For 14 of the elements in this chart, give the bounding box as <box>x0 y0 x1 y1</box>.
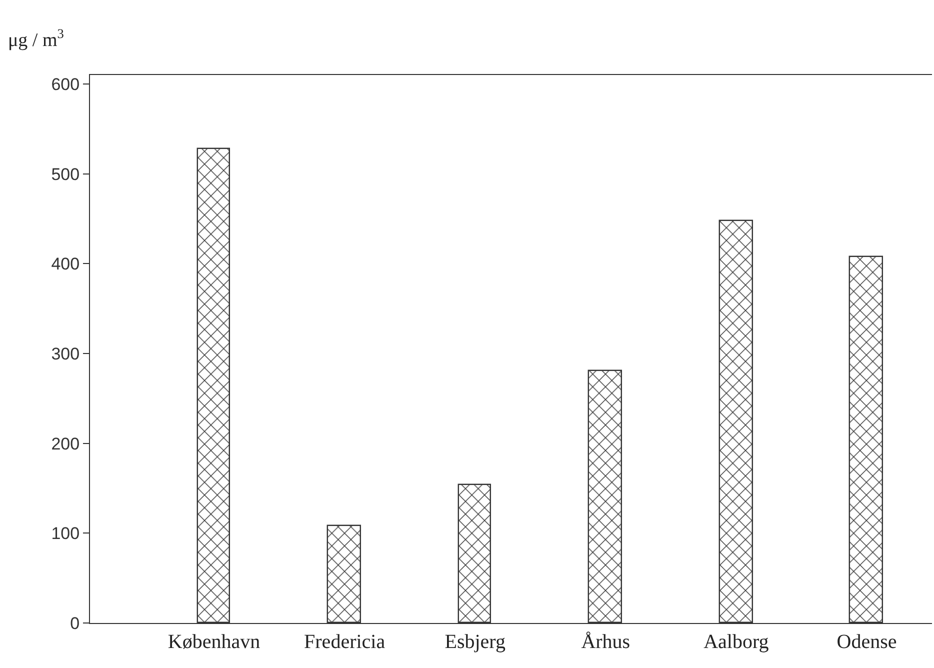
x-tick-label: Fredericia <box>304 631 386 653</box>
y-tick-label: 400 <box>51 254 80 274</box>
y-tick-label: 0 <box>70 614 80 633</box>
y-axis-title: μg / m$^{3}$ <box>8 26 64 51</box>
x-tick-label: Esbjerg <box>444 631 506 653</box>
x-tick-label: Odense <box>836 631 897 653</box>
x-tick-label: Århus <box>581 631 630 653</box>
y-tick-label: 200 <box>51 434 80 454</box>
y-tick-label: 300 <box>51 344 80 364</box>
y-tick-label: 500 <box>51 164 80 184</box>
y-tick-label: 600 <box>51 74 80 94</box>
y-tick-label: 100 <box>51 524 80 544</box>
x-tick-label: København <box>168 631 260 653</box>
x-tick-label: Aalborg <box>704 631 769 653</box>
